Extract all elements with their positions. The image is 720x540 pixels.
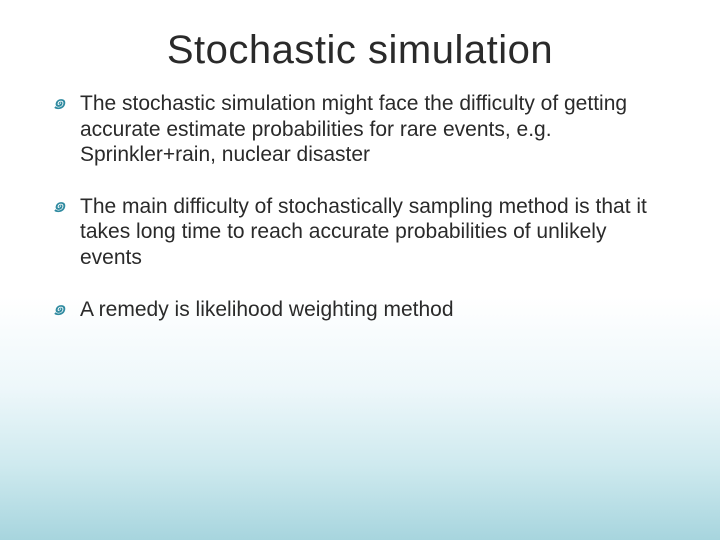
bullet-item: ๑ The main difficulty of stochastically … — [52, 194, 672, 271]
slide: Stochastic simulation ๑ The stochastic s… — [0, 0, 720, 540]
bullet-item: ๑ The stochastic simulation might face t… — [52, 91, 672, 168]
bullet-glyph-icon: ๑ — [52, 91, 66, 113]
slide-title: Stochastic simulation — [0, 0, 720, 73]
bullet-text: The stochastic simulation might face the… — [80, 92, 627, 166]
bullet-text: A remedy is likelihood weighting method — [80, 298, 454, 321]
bullet-item: ๑ A remedy is likelihood weighting metho… — [52, 297, 672, 323]
bullet-glyph-icon: ๑ — [52, 297, 66, 319]
bullet-glyph-icon: ๑ — [52, 194, 66, 216]
bullet-text: The main difficulty of stochastically sa… — [80, 195, 647, 269]
slide-body: ๑ The stochastic simulation might face t… — [0, 73, 720, 322]
